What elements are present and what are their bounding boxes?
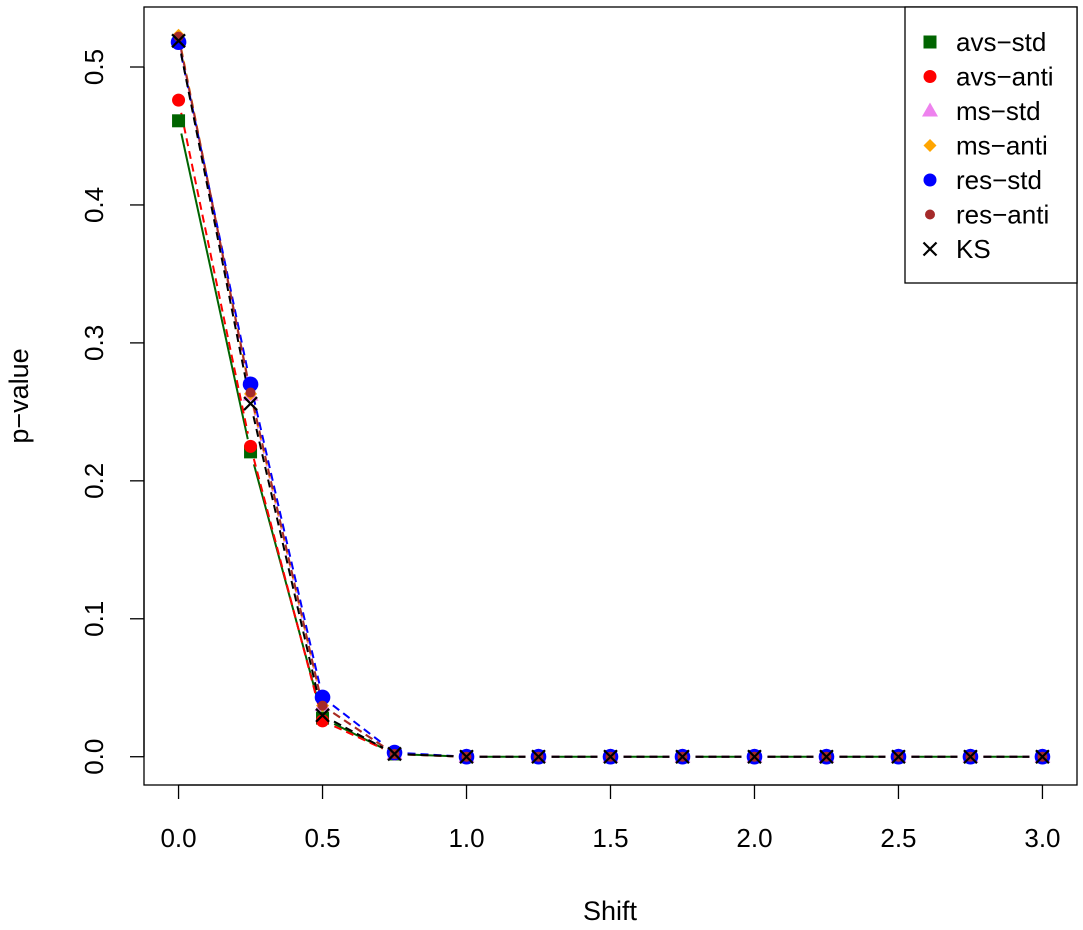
data-point-avs-std — [172, 114, 186, 128]
data-point-ks-stroke — [171, 33, 186, 49]
data-point-res-std — [314, 689, 331, 706]
data-point-ks-stroke — [531, 749, 546, 764]
legend-marker-ks — [922, 241, 938, 257]
data-point-ks — [171, 33, 186, 49]
data-point-ks-stroke — [891, 749, 906, 764]
series-markers — [170, 28, 1051, 765]
series-line-res-anti — [252, 404, 321, 694]
y-tick-label: 0.1 — [79, 601, 109, 637]
y-axis-label: p−value — [4, 348, 34, 443]
data-point-res-std — [242, 376, 259, 393]
x-tick-label: 2.0 — [736, 823, 772, 853]
data-point-ks-stroke — [747, 749, 762, 764]
y-tick-label: 0.2 — [79, 463, 109, 499]
legend-label-res-anti: res−anti — [956, 200, 1049, 230]
x-tick-label: 3.0 — [1024, 823, 1060, 853]
legend: avs−std avs−anti ms−std ms−anti res−std res−a… — [904, 6, 1078, 284]
legend-marker-res-anti — [925, 209, 935, 220]
y-tick-label: 0.4 — [79, 187, 109, 223]
y-tick-label: 0.5 — [79, 49, 109, 85]
data-point-avs-anti — [244, 439, 258, 453]
legend-marker-avs-std — [923, 35, 937, 49]
data-point-ks-stroke — [1035, 749, 1050, 764]
series-line-res-std — [332, 704, 385, 746]
legend-label-ms-std: ms−std — [956, 96, 1041, 126]
y-tick-label: 0.0 — [79, 739, 109, 775]
legend-marker-avs-anti — [923, 70, 937, 83]
data-point-ks-stroke — [387, 746, 402, 762]
data-point-res-anti — [245, 387, 256, 398]
data-point-ks-stroke — [963, 749, 978, 764]
legend-label-res-std: res−std — [956, 165, 1042, 195]
series-line-avs-anti — [180, 112, 249, 434]
series-line-ks — [180, 53, 249, 392]
data-point-ks — [459, 749, 474, 764]
x-tick-label: 0.0 — [160, 823, 196, 853]
series-line-ks — [333, 720, 384, 749]
legend-label-avs-std: avs−std — [956, 27, 1046, 57]
series-lines — [180, 47, 1030, 758]
series-line-ks — [407, 753, 454, 758]
data-point-ks — [891, 749, 906, 764]
data-point-ks — [747, 749, 762, 764]
x-tick-label: 1.0 — [448, 823, 484, 853]
series-line-avs-anti — [333, 725, 384, 750]
legend-label-ms-anti: ms−anti — [956, 131, 1048, 161]
series-line-res-anti — [332, 712, 385, 748]
x-tick-label: 0.5 — [304, 823, 340, 853]
legend-marker-ks-stroke — [922, 241, 938, 257]
data-point-ks-stroke — [243, 396, 258, 411]
data-point-ks-stroke — [603, 749, 618, 764]
data-point-ks-stroke — [675, 749, 690, 764]
legend-marker-ms-anti — [923, 139, 937, 152]
legend-marker-res-std — [923, 173, 937, 187]
legend-label-ks: KS — [956, 234, 991, 264]
series-line-avs-anti — [252, 458, 321, 709]
data-point-ks-stroke — [819, 749, 834, 764]
data-point-ks — [675, 749, 690, 764]
legend-marker-ms-std — [922, 102, 938, 117]
x-axis: 0.0 0.5 1.0 1.5 2.0 2.5 3.0 — [160, 784, 1061, 853]
legend-label-avs-anti: avs−anti — [956, 62, 1054, 92]
data-point-ks-stroke — [315, 708, 330, 723]
y-axis: 0.0 0.1 0.2 0.3 0.4 0.5 — [79, 49, 145, 775]
x-axis-label: Shift — [583, 896, 638, 926]
x-tick-label: 1.5 — [592, 823, 628, 853]
data-point-avs-anti — [172, 93, 186, 107]
x-tick-label: 2.5 — [880, 823, 916, 853]
data-point-ks — [963, 749, 978, 764]
data-point-ks-stroke — [459, 749, 474, 764]
data-point-ks — [819, 749, 834, 764]
data-point-ks — [315, 708, 330, 723]
series-line-avs-std — [180, 133, 249, 440]
series-line-res-anti — [180, 49, 249, 381]
data-point-ks — [603, 749, 618, 764]
y-tick-label: 0.3 — [79, 325, 109, 361]
series-line-ks — [252, 416, 321, 703]
series-line-res-std — [252, 396, 321, 685]
data-point-ks — [243, 396, 258, 411]
data-point-ks — [531, 749, 546, 764]
data-point-ks — [1035, 749, 1050, 764]
data-point-res-anti — [317, 700, 328, 711]
data-point-ks — [387, 746, 402, 762]
